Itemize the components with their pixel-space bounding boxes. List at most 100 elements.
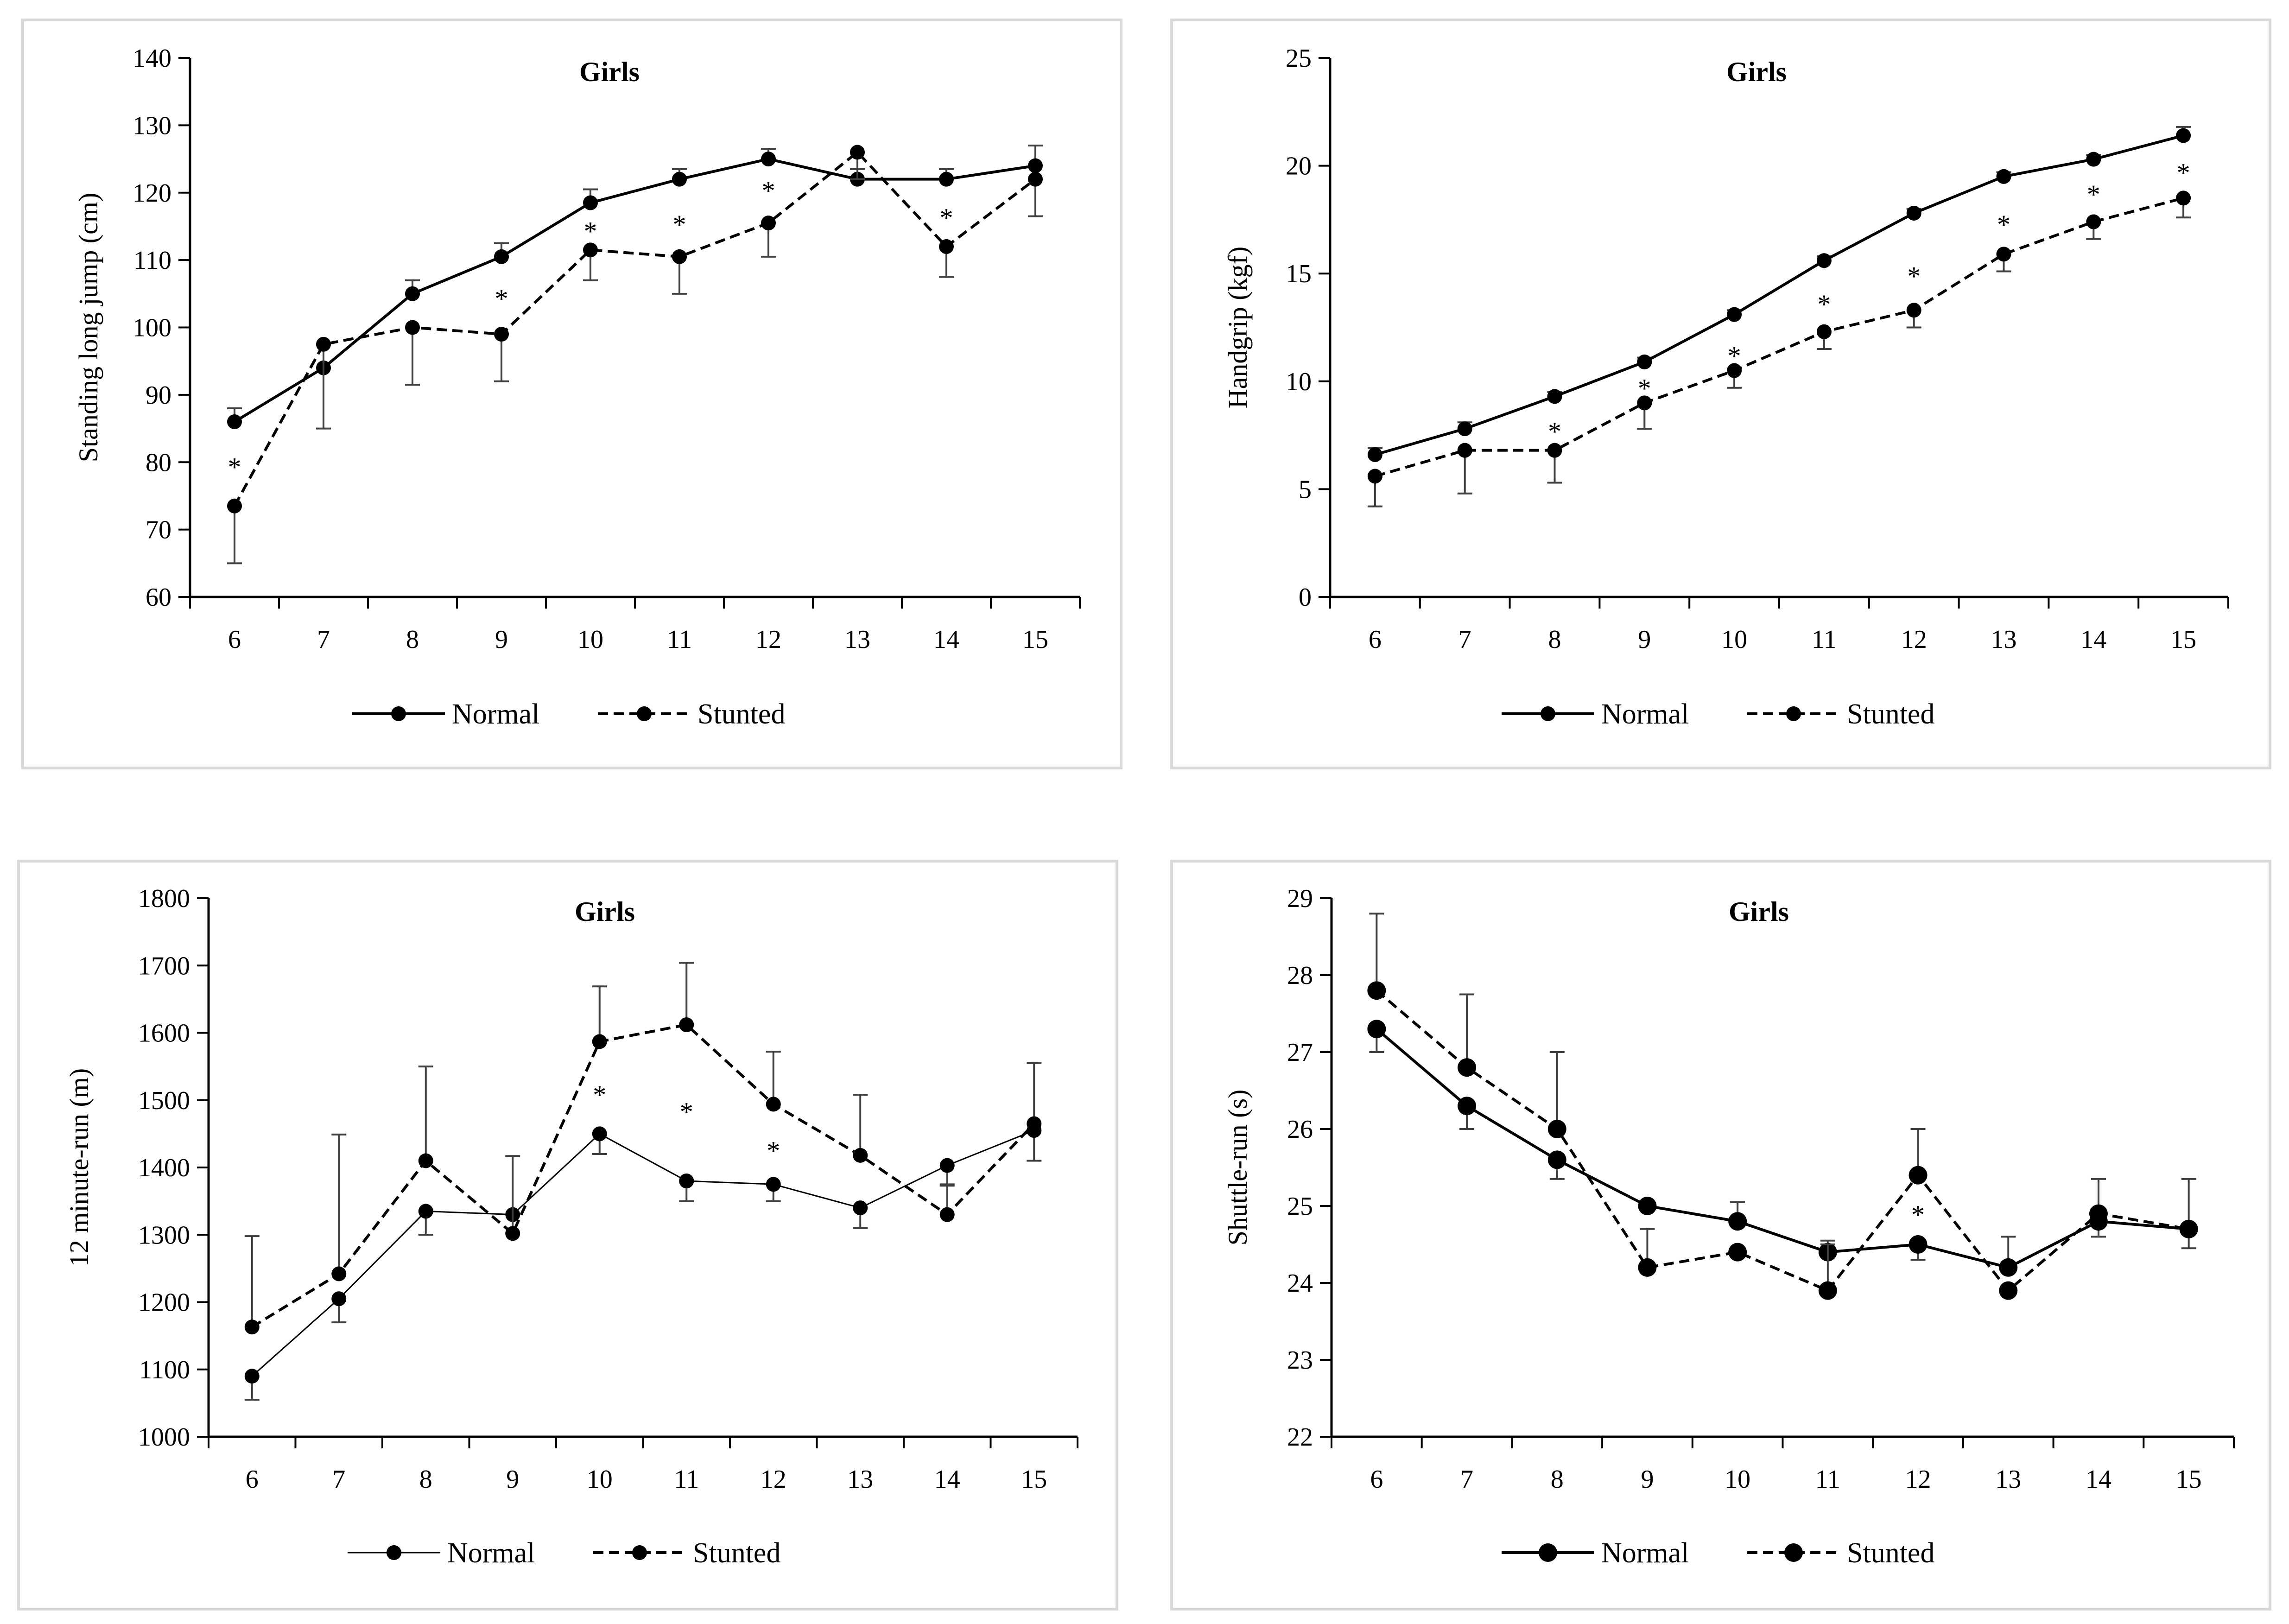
data-point [1999, 1281, 2018, 1300]
legend-marker [1539, 1543, 1557, 1562]
significance-marker: * [767, 1136, 780, 1166]
data-point [2089, 1204, 2108, 1223]
y-axis-label: 12 minute-run (m) [64, 1068, 94, 1267]
x-tick-label: 11 [667, 625, 692, 654]
data-point [1638, 1258, 1657, 1277]
series-line [1375, 134, 2184, 456]
data-point [1458, 1097, 1477, 1116]
data-point [1028, 158, 1043, 173]
data-point [1637, 395, 1652, 411]
data-point [592, 1126, 607, 1142]
y-tick-label: 25 [1287, 1192, 1313, 1221]
significance-marker: * [1728, 341, 1741, 371]
significance-marker: * [228, 452, 241, 482]
significance-marker: * [1638, 373, 1651, 403]
data-point [1996, 247, 2011, 262]
data-point [418, 1153, 433, 1168]
series-stunted [227, 145, 1043, 565]
data-point [1457, 443, 1472, 458]
x-tick-label: 8 [1551, 1465, 1564, 1494]
data-point [672, 171, 687, 187]
data-point [583, 195, 598, 210]
y-tick-label: 10 [1286, 368, 1312, 396]
series-line [1376, 989, 2189, 1293]
series-normal [227, 144, 1043, 430]
data-point [1367, 981, 1386, 1000]
data-point [1367, 447, 1382, 462]
legend-label: Normal [1601, 1537, 1689, 1569]
y-tick-label: 80 [146, 448, 171, 477]
y-tick-label: 110 [133, 246, 171, 275]
data-point [679, 1017, 694, 1033]
y-axis-label: Handgrip (kgf) [1223, 247, 1253, 409]
data-point [1818, 1281, 1837, 1300]
series-stunted [244, 962, 1042, 1335]
series-line [1376, 1028, 2189, 1269]
x-tick-label: 9 [1638, 625, 1651, 654]
legend: Normal Stunted [1502, 1537, 1934, 1569]
significance-marker: * [495, 284, 508, 314]
y-tick-label: 1200 [138, 1288, 190, 1317]
data-point [939, 171, 954, 187]
x-tick-label: 6 [1370, 1465, 1383, 1494]
significance-marker: * [1907, 261, 1921, 292]
legend-label: Normal [1601, 698, 1689, 730]
data-point [1906, 205, 1921, 221]
data-point [2086, 214, 2101, 229]
x-tick-label: 6 [228, 625, 241, 654]
data-point [939, 239, 954, 254]
legend-marker [1786, 706, 1801, 721]
legend-label: Stunted [697, 698, 785, 730]
x-tick-label: 15 [1021, 1465, 1047, 1494]
data-point [1816, 253, 1832, 268]
data-point [1367, 469, 1382, 484]
data-point [2176, 128, 2191, 143]
data-point [1547, 1120, 1566, 1138]
data-point [2176, 190, 2191, 206]
data-point [405, 320, 420, 335]
significance-marker: * [762, 176, 775, 206]
chart-title: Girls [575, 896, 635, 927]
y-tick-label: 0 [1299, 583, 1312, 612]
y-tick-label: 28 [1287, 961, 1313, 990]
y-tick-label: 22 [1287, 1423, 1313, 1452]
legend-label: Normal [447, 1537, 535, 1569]
y-tick-label: 26 [1287, 1115, 1313, 1144]
chart-title: Girls [1726, 57, 1787, 87]
data-point [1547, 1150, 1566, 1169]
legend-marker [637, 706, 652, 721]
data-point [939, 1207, 955, 1222]
data-point [244, 1369, 260, 1384]
legend-marker [1784, 1543, 1803, 1562]
x-tick-label: 14 [934, 1465, 960, 1494]
x-tick-label: 7 [317, 625, 330, 654]
x-tick-label: 8 [406, 625, 419, 654]
legend-label: Stunted [1847, 698, 1934, 730]
significance-marker: * [1548, 416, 1561, 446]
x-tick-label: 6 [1369, 625, 1382, 654]
series-line [234, 157, 1036, 423]
legend: Normal Stunted [348, 1537, 780, 1569]
y-tick-label: 24 [1287, 1269, 1313, 1298]
series-line [251, 1023, 1035, 1328]
significance-marker: * [680, 1097, 693, 1127]
y-tick-label: 140 [133, 44, 171, 73]
data-point [853, 1200, 868, 1216]
x-tick-label: 12 [761, 1465, 786, 1494]
data-point [1367, 1020, 1386, 1039]
chart-title: Girls [1729, 896, 1789, 927]
series-normal [1367, 1020, 2198, 1277]
chart-0: 60 70 80 90 100 110 120 130 140 6 7 8 9 10 11 12 13 14 15 G… [73, 44, 1081, 730]
data-point [1727, 307, 1742, 322]
significance-marker: * [584, 216, 597, 246]
y-tick-label: 1400 [138, 1154, 190, 1182]
data-point [1909, 1166, 1928, 1185]
x-tick-label: 12 [755, 625, 781, 654]
significance-marker: * [593, 1080, 606, 1110]
data-point [1906, 303, 1921, 318]
significance-marker: * [2087, 179, 2100, 209]
data-point [761, 216, 776, 231]
y-tick-label: 1500 [138, 1086, 190, 1115]
x-tick-label: 8 [419, 1465, 432, 1494]
